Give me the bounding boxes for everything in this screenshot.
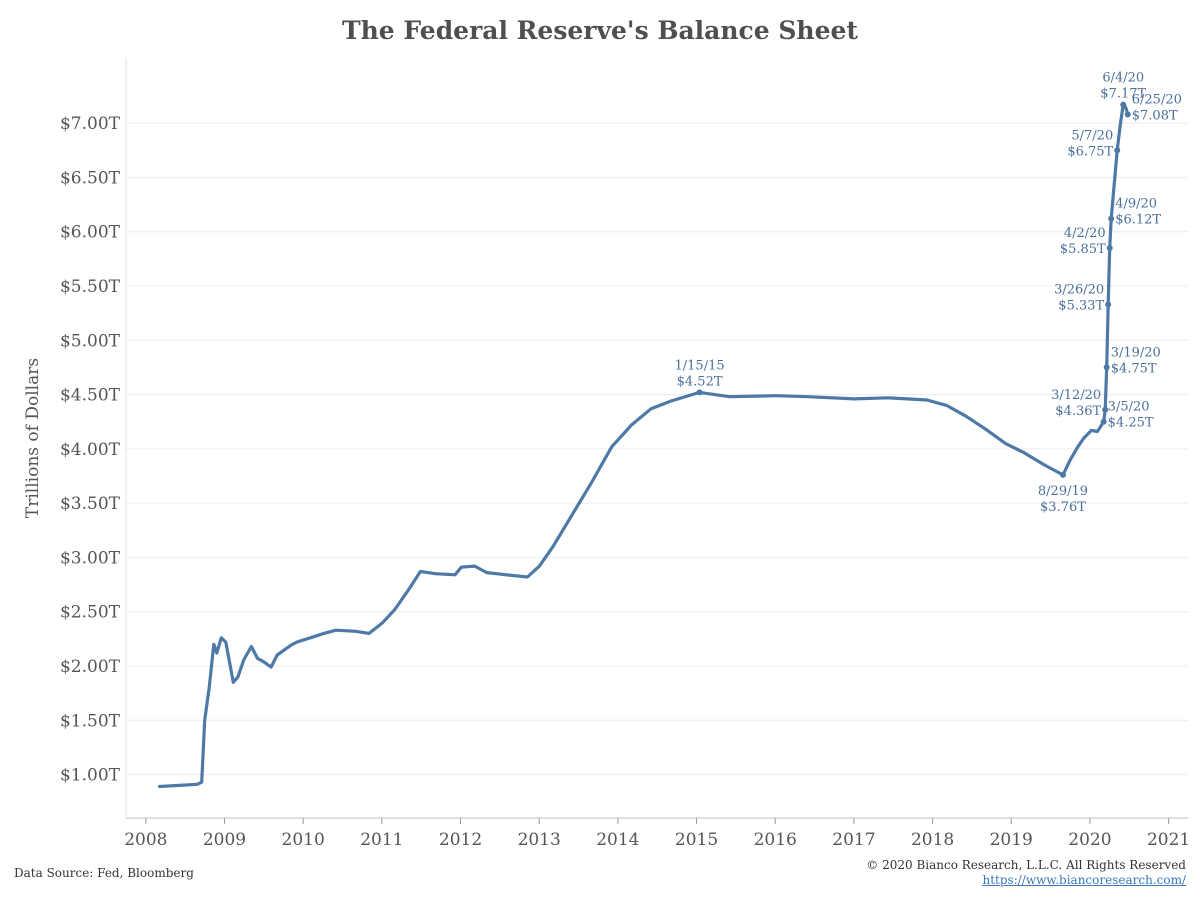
annotation-point <box>1114 147 1121 154</box>
y-tick-label: $2.50T <box>60 603 121 623</box>
y-tick-label: $4.00T <box>60 440 121 460</box>
annotation-value-label: $4.36T <box>1055 404 1101 419</box>
annotation-date-label: 4/9/20 <box>1115 197 1157 212</box>
annotation-date-label: 8/29/19 <box>1038 484 1088 499</box>
annotation-value-label: $4.52T <box>677 374 723 389</box>
annotation-value-label: $5.85T <box>1060 242 1106 257</box>
website-link[interactable]: https://www.biancoresearch.com/ <box>982 873 1186 887</box>
annotation-value-label: $6.12T <box>1115 213 1161 228</box>
annotations: 1/15/15$4.52T 8/29/19$3.76T 3/5/20$4.25T 3/… <box>675 71 1182 515</box>
series-line <box>158 103 1130 789</box>
x-tick-label: 2008 <box>124 830 167 850</box>
copyright-note: © 2020 Bianco Research, L.L.C. All Right… <box>866 858 1186 872</box>
annotation-point <box>1103 364 1110 371</box>
annotation-value-label: $4.75T <box>1111 361 1157 376</box>
y-tick-label: $3.00T <box>60 548 121 568</box>
y-tick-label: $6.50T <box>60 168 121 188</box>
x-tick-label: 2013 <box>518 830 561 850</box>
annotation-point <box>1105 301 1112 308</box>
annotation-date-label: 1/15/15 <box>675 358 725 373</box>
annotation-point <box>1108 215 1115 222</box>
annotation-date-label: 3/5/20 <box>1108 400 1150 415</box>
x-tick-label: 2014 <box>596 830 639 850</box>
x-tick-label: 2016 <box>754 830 797 850</box>
y-tick-label: $5.00T <box>60 331 121 351</box>
annotation-point <box>1102 406 1109 413</box>
annotation-value-label: $4.25T <box>1108 416 1154 431</box>
y-tick-label: $4.50T <box>60 386 121 406</box>
annotation-value-label: $6.75T <box>1067 144 1113 159</box>
annotation-point <box>1120 101 1127 108</box>
y-tick-label: $1.50T <box>60 711 121 731</box>
chart-title: The Federal Reserve's Balance Sheet <box>342 16 858 45</box>
annotation-date-label: 6/25/20 <box>1132 92 1182 107</box>
x-tick-label: 2009 <box>203 830 246 850</box>
annotation-date-label: 5/7/20 <box>1071 128 1113 143</box>
y-tick-label: $7.00T <box>60 114 121 134</box>
x-tick-label: 2018 <box>911 830 954 850</box>
annotation-point <box>1106 245 1113 251</box>
annotation-date-label: 3/19/20 <box>1111 345 1161 360</box>
axes: $1.00T $1.50T $2.00T $2.50T $3.00T $3.50T $4.0… <box>60 58 1190 850</box>
x-tick-label: 2019 <box>990 830 1033 850</box>
annotation-value-label: $7.08T <box>1132 108 1178 123</box>
x-tick-label: 2012 <box>439 830 482 850</box>
annotation-point <box>1100 418 1107 425</box>
annotation-date-label: 3/12/20 <box>1051 388 1101 403</box>
annotation-point <box>1059 471 1066 478</box>
annotation-date-label: 4/2/20 <box>1064 226 1106 241</box>
y-tick-label: $6.00T <box>60 223 121 243</box>
x-tick-label: 2010 <box>282 830 325 850</box>
annotation-point <box>1124 111 1131 118</box>
annotation-value-label: $5.33T <box>1058 298 1104 313</box>
y-tick-label: $1.00T <box>60 766 121 786</box>
series-layer <box>158 103 1130 789</box>
x-tick-label: 2020 <box>1068 830 1111 850</box>
data-source-note: Data Source: Fed, Bloomberg <box>14 866 194 880</box>
x-tick-label: 2017 <box>832 830 875 850</box>
x-tick-label: 2015 <box>675 830 718 850</box>
x-tick-label: 2011 <box>360 830 403 850</box>
y-tick-label: $5.50T <box>60 277 121 297</box>
annotation-value-label: $7.17T <box>1100 87 1146 102</box>
annotation-date-label: 3/26/20 <box>1054 282 1104 297</box>
y-tick-label: $2.00T <box>60 657 121 677</box>
x-tick-label: 2021 <box>1147 830 1190 850</box>
y-tick-label: $3.50T <box>60 494 121 514</box>
annotation-value-label: $3.76T <box>1040 500 1086 515</box>
y-axis-label: Trillions of Dollars <box>23 358 43 518</box>
annotation-date-label: 6/4/20 <box>1102 71 1144 86</box>
annotation-point <box>696 389 703 396</box>
gridlines <box>126 122 1188 776</box>
